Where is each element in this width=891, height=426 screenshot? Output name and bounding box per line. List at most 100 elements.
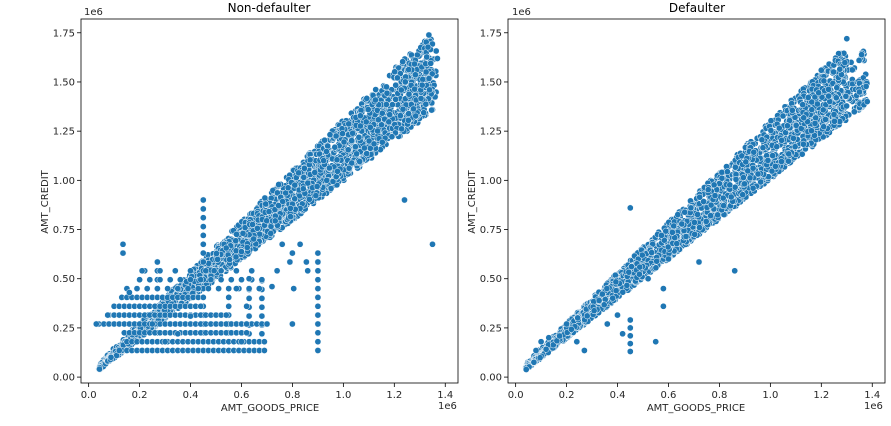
data-point (92, 320, 100, 328)
data-point (286, 258, 294, 266)
data-point (314, 267, 322, 275)
data-point (107, 353, 115, 361)
data-point (295, 169, 302, 177)
data-point (332, 132, 340, 140)
data-point (202, 267, 210, 275)
data-point (184, 285, 192, 292)
data-point (96, 365, 103, 373)
data-point (238, 276, 245, 284)
y-tick-label: 1.50 (480, 77, 502, 88)
data-point (405, 66, 413, 73)
data-point (314, 294, 322, 301)
data-point (284, 184, 292, 192)
data-point (233, 285, 240, 292)
data-point (268, 283, 276, 290)
data-point (301, 164, 308, 172)
data-point (287, 205, 294, 212)
x-tick-label: 1.4 (437, 390, 453, 401)
data-point (239, 230, 247, 237)
data-point (353, 150, 360, 158)
y-tick-label: 0.75 (480, 225, 502, 236)
x-offset-label: 1e6 (438, 401, 457, 412)
data-point (232, 253, 240, 261)
data-point (300, 174, 308, 181)
data-point (357, 122, 364, 130)
data-point (156, 267, 164, 275)
data-point (419, 76, 427, 83)
data-point (422, 68, 430, 76)
data-point (243, 320, 250, 328)
data-point (176, 276, 184, 284)
data-point (258, 330, 266, 338)
data-point (255, 285, 263, 292)
data-point (199, 240, 207, 248)
data-point (214, 256, 221, 263)
y-tick-label: 0.50 (53, 274, 75, 285)
data-point (366, 123, 374, 131)
data-point (161, 338, 169, 346)
data-point (250, 235, 257, 243)
data-point (361, 144, 368, 152)
data-point (245, 275, 253, 283)
data-point (314, 347, 322, 354)
data-point (126, 289, 133, 296)
data-point (261, 338, 268, 346)
data-point (334, 167, 341, 175)
data-point (363, 150, 371, 157)
data-point (133, 285, 141, 292)
data-point (405, 90, 413, 98)
data-point (245, 285, 253, 292)
data-point (321, 136, 328, 144)
data-point (394, 74, 401, 82)
data-point (174, 330, 182, 338)
data-point (119, 240, 127, 248)
data-point (392, 81, 400, 89)
y-tick-label: 1.50 (53, 77, 75, 88)
y-ticks: 0.000.250.500.751.001.251.501.75 (53, 28, 81, 384)
data-point (199, 232, 207, 239)
data-point (375, 116, 382, 124)
data-point (848, 66, 856, 74)
data-point (154, 258, 161, 266)
data-point (609, 294, 617, 302)
data-point (536, 354, 544, 362)
data-point (296, 240, 304, 248)
data-point (171, 267, 179, 275)
y-tick-label: 0.25 (53, 323, 75, 334)
data-point (357, 112, 364, 120)
data-point (397, 86, 405, 94)
data-point (291, 181, 299, 189)
x-ticks: 0.0 0.2 0.4 0.6 0.8 1.0 1.2 1.4 (508, 383, 880, 401)
data-point (374, 127, 381, 135)
data-point (388, 133, 396, 141)
data-point (290, 285, 298, 292)
y-axis-label: AMT_CREDIT (40, 169, 51, 233)
data-point (287, 213, 294, 221)
data-point (238, 338, 245, 346)
data-point (199, 214, 207, 222)
y-tick-label: 1.75 (480, 28, 502, 39)
data-point (217, 267, 225, 275)
data-point (215, 285, 222, 292)
data-point (623, 282, 631, 289)
data-point (323, 148, 330, 155)
data-point (258, 312, 266, 320)
x-tick-label: 0.8 (711, 390, 727, 401)
data-point (273, 267, 281, 275)
data-point (410, 105, 417, 113)
data-point (718, 169, 726, 176)
data-point (391, 68, 399, 76)
data-point (314, 311, 322, 319)
data-point (862, 83, 870, 90)
data-point (724, 168, 731, 176)
data-point (418, 81, 426, 89)
data-point (401, 78, 409, 86)
data-point (352, 143, 359, 151)
data-point (233, 267, 240, 275)
scatter-points (92, 31, 441, 373)
data-point (522, 366, 530, 373)
y-tick-label: 0.75 (53, 225, 75, 236)
y-tick-label: 1.00 (480, 176, 502, 187)
data-point (422, 100, 430, 108)
data-point (289, 249, 296, 257)
